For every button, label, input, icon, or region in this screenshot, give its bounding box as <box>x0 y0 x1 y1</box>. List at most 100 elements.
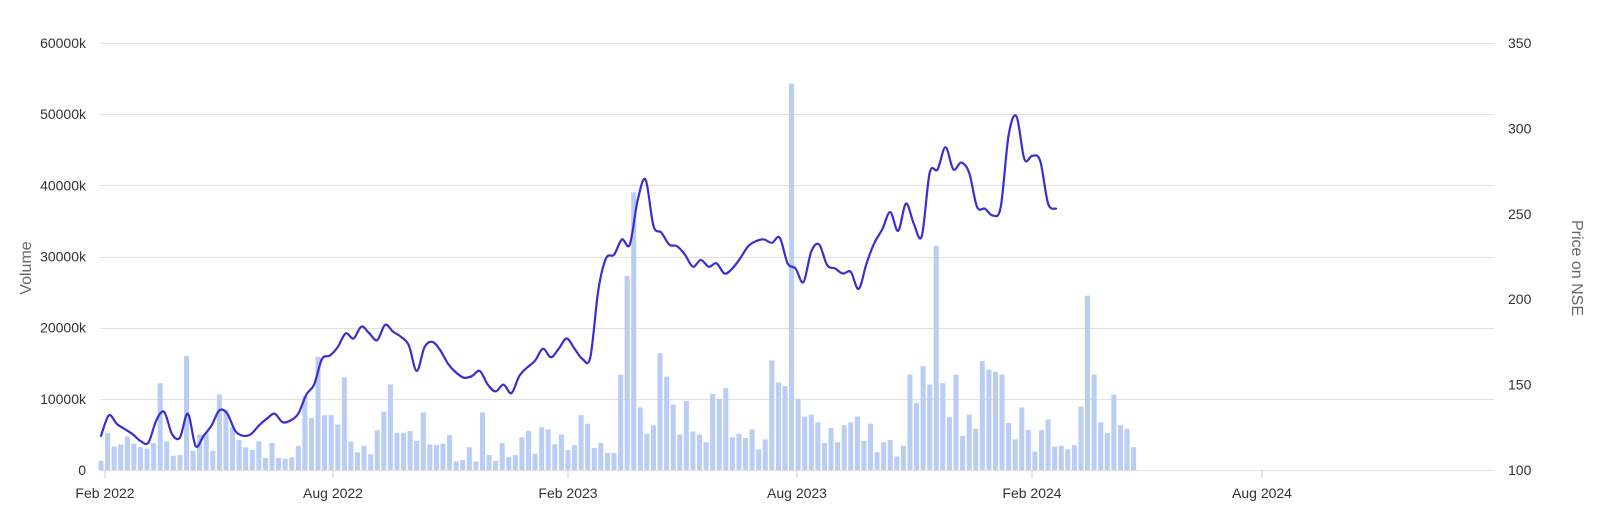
volume-bar <box>618 374 624 470</box>
volume-bar <box>493 460 499 470</box>
volume-bar <box>782 386 788 470</box>
volume-bar <box>1045 419 1051 470</box>
volume-bar <box>940 383 946 470</box>
volume-bar <box>197 434 203 470</box>
volume-bar <box>308 418 314 470</box>
volume-bar <box>808 414 814 470</box>
volume-bar <box>650 425 656 470</box>
volume-bar <box>545 429 551 470</box>
volume-bar <box>914 403 920 470</box>
volume-bar <box>973 428 979 470</box>
volume-bar <box>532 453 538 470</box>
volume-bar <box>979 361 985 470</box>
volume-bar <box>1131 447 1137 470</box>
volume-bar <box>302 395 308 470</box>
volume-bar <box>749 429 755 470</box>
volume-bar <box>907 374 913 470</box>
volume-bar <box>105 432 111 470</box>
left-axis-tick-label: 20000k <box>40 320 87 336</box>
price-line <box>99 114 1058 448</box>
left-axis-tick-label: 60000k <box>40 35 87 51</box>
volume-bar <box>1071 445 1077 470</box>
volume-bar <box>854 416 860 471</box>
volume-bar <box>322 415 328 470</box>
volume-bar <box>282 458 288 470</box>
x-axis-tick-label: Aug 2022 <box>303 485 363 501</box>
right-axis-tick-label: 200 <box>1508 291 1532 307</box>
right-axis-tick-label: 100 <box>1508 462 1532 478</box>
volume-bar <box>164 441 170 470</box>
volume-bar <box>223 409 229 470</box>
volume-bar <box>479 412 485 470</box>
volume-bar <box>519 437 525 470</box>
volume-bar <box>762 439 768 470</box>
x-axis-ticks: Feb 2022 Aug 2022 Feb 2023 Aug 2023 Feb 2024… <box>75 470 1292 501</box>
volume-bar <box>769 360 775 470</box>
volume-bar <box>598 442 604 470</box>
volume-bar <box>414 440 420 470</box>
volume-bar <box>743 437 749 470</box>
x-axis-tick-label: Feb 2024 <box>1002 485 1061 501</box>
volume-bar <box>453 461 459 470</box>
volume-bar <box>1032 451 1038 470</box>
x-axis-tick-label: Aug 2023 <box>767 485 827 501</box>
volume-bar <box>683 400 689 470</box>
left-axis-tick-label: 0 <box>78 462 86 478</box>
volume-bar <box>1052 446 1058 470</box>
volume-bar <box>276 457 282 470</box>
volume-bar <box>697 434 702 470</box>
volume-bar <box>690 431 696 470</box>
volume-bar <box>473 461 479 470</box>
volume-bar <box>703 442 709 470</box>
right-axis-tick-label: 250 <box>1508 206 1532 222</box>
volume-bar <box>170 455 176 470</box>
left-axis-tick-label: 40000k <box>40 177 87 193</box>
volume-bar <box>960 435 966 470</box>
volume-bar <box>420 412 426 470</box>
volume-bar <box>558 434 564 470</box>
volume-bar <box>137 447 143 470</box>
volume-bar <box>190 450 196 470</box>
right-axis-title: Price on NSE <box>1568 220 1585 316</box>
volume-bar <box>736 433 742 470</box>
volume-bar <box>795 398 801 470</box>
volume-bar <box>874 452 880 470</box>
volume-bar <box>1019 407 1025 470</box>
volume-bar <box>1012 439 1018 470</box>
volume-bar <box>716 398 722 470</box>
volume-bar <box>368 454 374 470</box>
volume-bar <box>723 388 729 470</box>
volume-bar <box>315 356 321 470</box>
volume-bar <box>341 377 347 470</box>
x-axis-tick-label: Aug 2024 <box>1232 485 1292 501</box>
volume-bar <box>427 444 433 470</box>
volume-bar <box>144 448 150 470</box>
volume-bar <box>828 428 834 470</box>
left-axis-ticks: 0 10000k 20000k 30000k 40000k 50000k 60000k <box>40 35 87 478</box>
volume-bar <box>953 374 959 470</box>
right-axis-ticks: 100 150 200 250 300 350 <box>1508 35 1532 478</box>
left-axis-title: Volume <box>18 241 35 294</box>
volume-bar <box>644 433 650 470</box>
volume-bar <box>637 407 643 470</box>
volume-bar <box>381 411 387 470</box>
left-axis-tick-label: 50000k <box>40 106 87 122</box>
volume-bar <box>624 275 630 470</box>
volume-bar <box>243 447 249 470</box>
volume-bar <box>387 384 393 470</box>
volume-bar <box>992 371 998 470</box>
volume-bar <box>821 442 827 470</box>
volume-bar <box>887 440 893 470</box>
volume-bar <box>539 427 545 470</box>
volume-bar <box>1039 430 1045 470</box>
volume-bar <box>815 422 821 470</box>
volume-bar <box>565 450 571 470</box>
volume-bar <box>157 383 163 470</box>
volume-bar <box>98 460 104 470</box>
right-axis-tick-label: 150 <box>1508 377 1532 393</box>
volume-bar <box>585 423 591 470</box>
volume-bar <box>756 449 762 470</box>
volume-bar <box>1117 425 1123 470</box>
x-axis-tick-label: Feb 2023 <box>538 485 597 501</box>
